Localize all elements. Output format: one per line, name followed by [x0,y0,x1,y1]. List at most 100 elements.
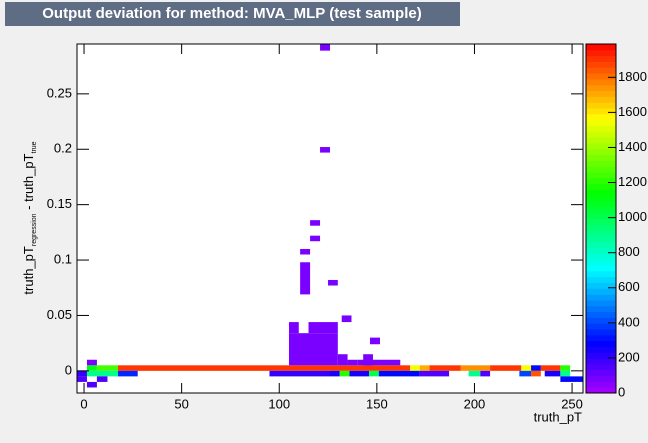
colorbar-segment [586,363,616,371]
y-tick-label: 0.25 [47,85,72,100]
colorbar-segment [586,282,616,289]
cell [370,337,380,345]
cell [300,262,311,295]
colorbar-segment [586,218,616,225]
colorbar-segment [586,311,616,318]
colorbar-segment [586,288,616,295]
colorbar-segment [586,329,616,336]
cell [86,381,97,388]
cell [521,365,532,371]
colorbar-segment [586,183,616,190]
cell [117,370,138,377]
colorbar-segment [586,381,616,388]
z-tick-label: 1400 [618,139,647,154]
cell [540,365,561,371]
cell [531,370,541,377]
colorbar-segment [586,352,616,359]
cell [429,365,461,371]
x-tick-label: 200 [464,396,486,411]
cell [289,333,338,366]
colorbar-segment [586,346,616,353]
z-tick-label: 1200 [618,174,647,189]
cell [77,376,87,382]
colorbar-segment [586,160,616,167]
colorbar-segment [586,137,616,144]
colorbar-segment [586,96,616,103]
cell [357,359,401,366]
cell [369,370,379,377]
cell [86,359,97,366]
colorbar-segment [586,195,616,202]
cell [117,365,411,371]
colorbar-segment [586,84,616,92]
cell [490,365,522,371]
y-axis-label: truth_pTregression - truth_pTtrue [21,141,37,294]
chart-title: Output deviation for method: MVA_MLP (te… [42,5,421,22]
cell [519,370,532,377]
y-tick-label: 0.05 [47,307,72,322]
cell [310,220,321,226]
colorbar-segment [586,340,616,347]
z-tick-label: 1600 [618,104,647,119]
z-tick-label: 600 [618,279,640,294]
colorbar-segment [586,119,616,126]
cell [468,370,481,377]
y-tick-label: 0.1 [54,251,72,266]
cell [480,370,491,377]
cell [300,248,311,255]
cells [77,44,583,388]
colorbar-segment [586,317,616,324]
x-axis-label: truth_pT [534,409,582,424]
cell [77,370,87,377]
colorbar-segment [586,61,616,68]
y-label-part: - truth_pT [21,153,36,213]
colorbar-segment [586,270,616,278]
title-box [5,2,460,26]
colorbar-segment [586,212,616,219]
cell [349,370,370,377]
colorbar-segment [586,305,616,313]
colorbar-segment [586,206,616,214]
colorbar-segment [586,154,616,161]
y-tick-label: 0.2 [54,141,72,156]
z-tick-label: 1000 [618,209,647,224]
colorbar-segment [586,55,616,62]
x-tick-label: 0 [80,396,87,411]
cell [308,322,338,334]
z-tick-label: 0 [618,384,625,399]
z-tick-label: 200 [618,349,640,364]
colorbar-segment [586,241,616,249]
cell [96,365,118,371]
colorbar-segment [586,102,616,109]
colorbar-segment [586,369,616,377]
colorbar-segment [586,253,616,260]
colorbar-segment [586,259,616,266]
cell [310,235,321,242]
cell [289,322,299,334]
cell [328,279,338,286]
x-tick-label: 250 [561,396,583,411]
plot-frame [76,43,584,394]
y-tick-label: 0 [65,362,72,377]
colorbar-segment [586,125,616,132]
colorbar-segment [586,189,616,196]
cell [560,365,571,371]
cell [320,147,330,153]
x-tick-label: 100 [268,396,290,411]
colorbar-segment [586,177,616,185]
colorbar-segment [586,90,616,97]
cell [347,359,358,366]
colorbar-segment [586,113,616,121]
cell [531,365,541,371]
colorbar-segment [586,171,616,179]
y-label-sub: regression [31,213,38,246]
colorbar-segment [586,247,616,254]
cell [460,365,491,371]
colorbar-segment [586,78,616,86]
colorbar-segment [586,265,616,272]
colorbar-segment [586,299,616,307]
colorbar-segment [586,323,616,330]
cell [339,370,350,377]
cell [86,365,97,371]
cell [341,315,352,323]
